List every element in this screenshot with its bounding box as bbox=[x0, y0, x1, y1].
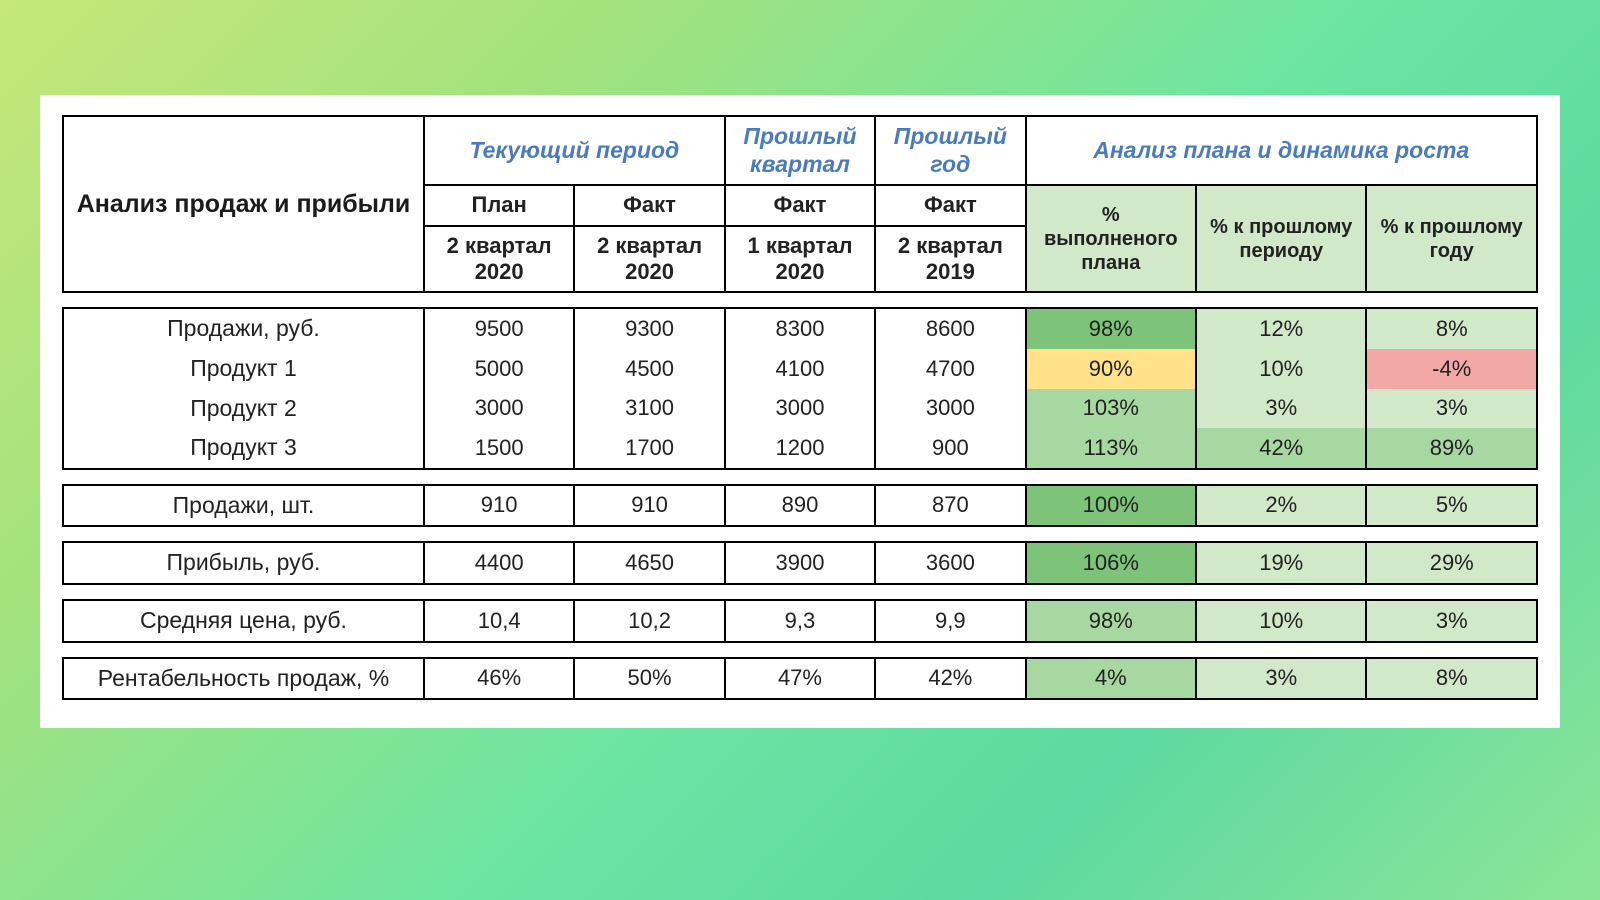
cell-prevy: 4700 bbox=[875, 349, 1025, 389]
cell-plan: 46% bbox=[424, 658, 574, 700]
cell-plan: 5000 bbox=[424, 349, 574, 389]
cell-prevy: 900 bbox=[875, 428, 1025, 469]
cell-plan: 1500 bbox=[424, 428, 574, 469]
cell-pct-period: 2% bbox=[1196, 485, 1366, 527]
cell-plan: 3000 bbox=[424, 389, 574, 429]
header-analysis: Анализ плана и динамика роста bbox=[1026, 116, 1537, 185]
cell-label: Продажи, шт. bbox=[63, 485, 424, 527]
cell-fact: 910 bbox=[574, 485, 724, 527]
cell-pct-year: 8% bbox=[1366, 308, 1537, 349]
cell-pct-plan: 106% bbox=[1026, 542, 1196, 584]
cell-pct-year: -4% bbox=[1366, 349, 1537, 389]
cell-pct-plan: 98% bbox=[1026, 600, 1196, 642]
header-period-prevy: 2 квартал 2019 bbox=[875, 226, 1025, 293]
cell-pct-year: 3% bbox=[1366, 600, 1537, 642]
cell-fact: 10,2 bbox=[574, 600, 724, 642]
cell-fact: 1700 bbox=[574, 428, 724, 469]
cell-pct-period: 3% bbox=[1196, 389, 1366, 429]
header-pct-period: % к прошлому периоду bbox=[1196, 185, 1366, 292]
header-fact-prevq: Факт bbox=[725, 185, 875, 225]
cell-fact: 50% bbox=[574, 658, 724, 700]
cell-prevq: 1200 bbox=[725, 428, 875, 469]
cell-prevy: 870 bbox=[875, 485, 1025, 527]
cell-prevq: 4100 bbox=[725, 349, 875, 389]
cell-pct-plan: 98% bbox=[1026, 308, 1196, 349]
cell-prevq: 9,3 bbox=[725, 600, 875, 642]
cell-plan: 9500 bbox=[424, 308, 574, 349]
cell-fact: 4650 bbox=[574, 542, 724, 584]
cell-pct-period: 10% bbox=[1196, 600, 1366, 642]
cell-label: Рентабельность продаж, % bbox=[63, 658, 424, 700]
cell-prevy: 3000 bbox=[875, 389, 1025, 429]
cell-label: Продукт 2 bbox=[63, 389, 424, 429]
header-current-period: Текующий период bbox=[424, 116, 725, 185]
cell-prevq: 890 bbox=[725, 485, 875, 527]
cell-pct-plan: 4% bbox=[1026, 658, 1196, 700]
cell-pct-period: 19% bbox=[1196, 542, 1366, 584]
header-pct-year: % к прошлому году bbox=[1366, 185, 1537, 292]
cell-plan: 4400 bbox=[424, 542, 574, 584]
sales-analysis-table: Анализ продаж и прибыли Текующий период … bbox=[62, 115, 1538, 700]
cell-plan: 10,4 bbox=[424, 600, 574, 642]
cell-fact: 3100 bbox=[574, 389, 724, 429]
cell-prevq: 3000 bbox=[725, 389, 875, 429]
cell-prevy: 3600 bbox=[875, 542, 1025, 584]
cell-fact: 9300 bbox=[574, 308, 724, 349]
cell-pct-year: 89% bbox=[1366, 428, 1537, 469]
table-title: Анализ продаж и прибыли bbox=[63, 116, 424, 292]
header-fact-current: Факт bbox=[574, 185, 724, 225]
row-sales-rub: Продажи, руб. 9500 9300 8300 8600 98% 12… bbox=[63, 308, 1537, 349]
cell-prevq: 8300 bbox=[725, 308, 875, 349]
cell-plan: 910 bbox=[424, 485, 574, 527]
row-sales-units: Продажи, шт. 910 910 890 870 100% 2% 5% bbox=[63, 485, 1537, 527]
cell-label: Средняя цена, руб. bbox=[63, 600, 424, 642]
cell-label: Прибыль, руб. bbox=[63, 542, 424, 584]
cell-pct-plan: 103% bbox=[1026, 389, 1196, 429]
row-avg-price: Средняя цена, руб. 10,4 10,2 9,3 9,9 98%… bbox=[63, 600, 1537, 642]
cell-prevq: 47% bbox=[725, 658, 875, 700]
cell-prevq: 3900 bbox=[725, 542, 875, 584]
cell-pct-year: 5% bbox=[1366, 485, 1537, 527]
cell-pct-plan: 113% bbox=[1026, 428, 1196, 469]
cell-prevy: 42% bbox=[875, 658, 1025, 700]
cell-label: Продажи, руб. bbox=[63, 308, 424, 349]
cell-label: Продукт 3 bbox=[63, 428, 424, 469]
header-fact-prevy: Факт bbox=[875, 185, 1025, 225]
header-period-fact: 2 квартал 2020 bbox=[574, 226, 724, 293]
cell-pct-period: 10% bbox=[1196, 349, 1366, 389]
cell-label: Продукт 1 bbox=[63, 349, 424, 389]
header-period-prevq: 1 квартал 2020 bbox=[725, 226, 875, 293]
row-product-2: Продукт 2 3000 3100 3000 3000 103% 3% 3% bbox=[63, 389, 1537, 429]
header-prev-year: Прошлый год bbox=[875, 116, 1025, 185]
row-product-3: Продукт 3 1500 1700 1200 900 113% 42% 89… bbox=[63, 428, 1537, 469]
cell-pct-period: 3% bbox=[1196, 658, 1366, 700]
cell-pct-period: 12% bbox=[1196, 308, 1366, 349]
cell-prevy: 8600 bbox=[875, 308, 1025, 349]
cell-pct-year: 3% bbox=[1366, 389, 1537, 429]
cell-prevy: 9,9 bbox=[875, 600, 1025, 642]
report-sheet: Анализ продаж и прибыли Текующий период … bbox=[40, 95, 1560, 728]
header-plan: План bbox=[424, 185, 574, 225]
row-margin: Рентабельность продаж, % 46% 50% 47% 42%… bbox=[63, 658, 1537, 700]
cell-pct-year: 8% bbox=[1366, 658, 1537, 700]
row-profit: Прибыль, руб. 4400 4650 3900 3600 106% 1… bbox=[63, 542, 1537, 584]
cell-pct-year: 29% bbox=[1366, 542, 1537, 584]
header-period-plan: 2 квартал 2020 bbox=[424, 226, 574, 293]
header-prev-quarter: Прошлый квартал bbox=[725, 116, 875, 185]
header-pct-plan: % выполненого плана bbox=[1026, 185, 1196, 292]
cell-fact: 4500 bbox=[574, 349, 724, 389]
row-product-1: Продукт 1 5000 4500 4100 4700 90% 10% -4… bbox=[63, 349, 1537, 389]
cell-pct-plan: 90% bbox=[1026, 349, 1196, 389]
cell-pct-period: 42% bbox=[1196, 428, 1366, 469]
cell-pct-plan: 100% bbox=[1026, 485, 1196, 527]
